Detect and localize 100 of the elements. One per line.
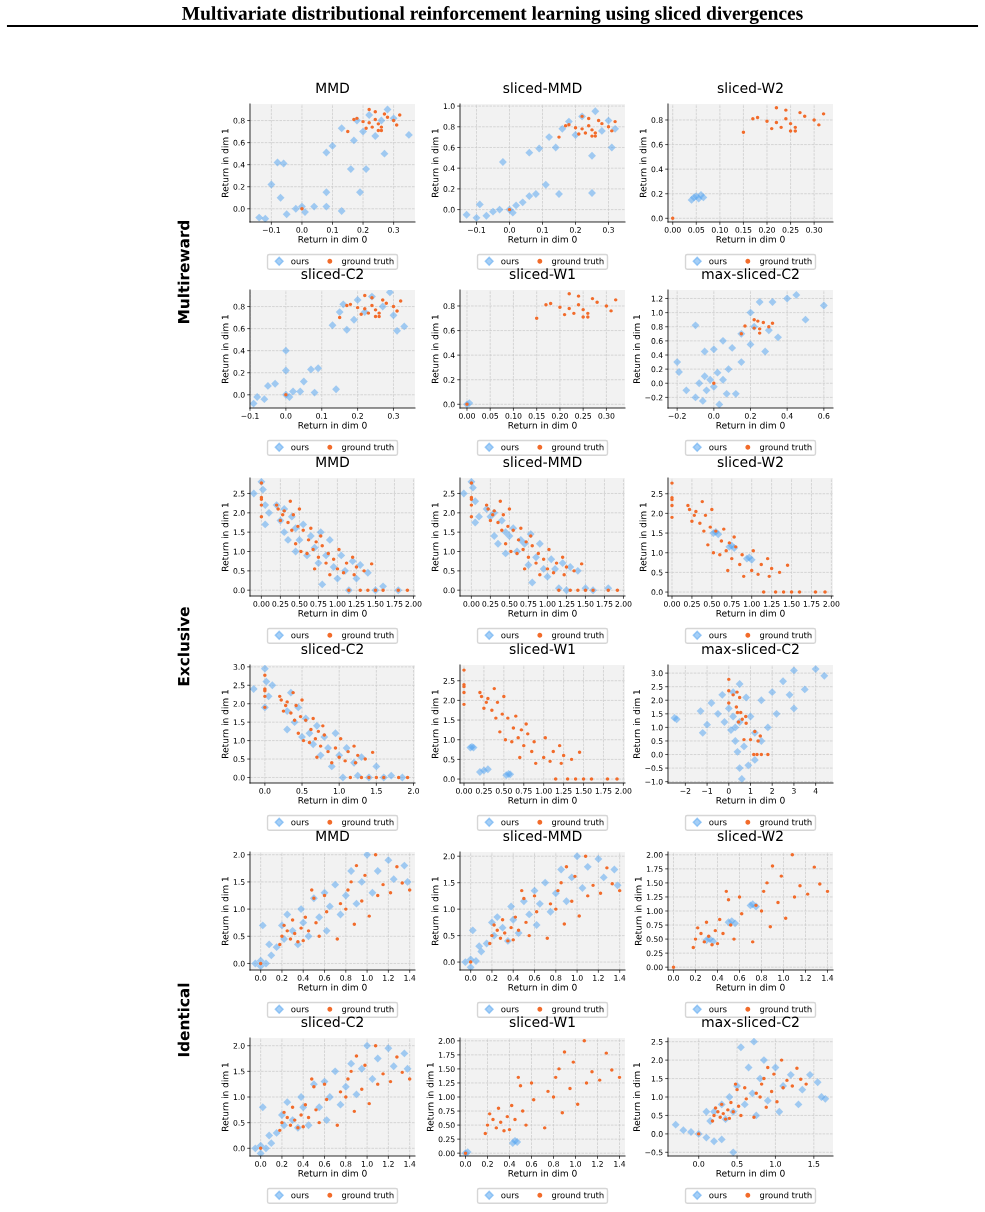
point bbox=[250, 489, 258, 498]
point bbox=[316, 555, 321, 560]
legend-label: ours bbox=[501, 1193, 519, 1199]
point bbox=[783, 294, 792, 303]
point bbox=[581, 315, 585, 319]
y-axis-title: Return in dim 1 bbox=[639, 129, 647, 197]
point bbox=[775, 1107, 784, 1116]
point bbox=[488, 941, 492, 946]
point bbox=[750, 756, 759, 764]
point bbox=[307, 365, 315, 374]
point bbox=[492, 686, 496, 691]
point bbox=[772, 709, 781, 718]
chart-title: max-sliced-C2 bbox=[702, 1016, 799, 1028]
point bbox=[789, 666, 798, 675]
point bbox=[360, 899, 364, 903]
point bbox=[261, 214, 270, 222]
point bbox=[599, 873, 608, 882]
point bbox=[724, 365, 733, 374]
point bbox=[507, 1127, 512, 1132]
y-axis-title: Return in dim 1 bbox=[431, 877, 439, 945]
point bbox=[733, 747, 742, 756]
point bbox=[352, 574, 361, 583]
point bbox=[525, 148, 534, 157]
point bbox=[471, 518, 480, 527]
point bbox=[356, 188, 364, 197]
point bbox=[769, 566, 774, 571]
point bbox=[503, 542, 508, 546]
point bbox=[720, 718, 729, 726]
legend-label: ground truth bbox=[551, 631, 604, 640]
x-axis-title: Return in dim 0 bbox=[508, 983, 577, 991]
point bbox=[610, 865, 619, 874]
point bbox=[370, 296, 374, 300]
point bbox=[727, 1116, 732, 1121]
point bbox=[271, 379, 280, 388]
point bbox=[762, 889, 766, 894]
point bbox=[718, 917, 722, 922]
y-axis-title: Return in dim 1 bbox=[633, 315, 641, 383]
point bbox=[291, 690, 295, 695]
point bbox=[265, 1131, 274, 1140]
point bbox=[363, 1063, 367, 1067]
point bbox=[345, 303, 349, 308]
text: Multireward bbox=[177, 220, 190, 323]
y-axis-title: Return in dim 1 bbox=[221, 129, 229, 197]
point bbox=[528, 578, 537, 587]
point bbox=[794, 1100, 803, 1109]
point bbox=[758, 734, 762, 738]
point bbox=[279, 698, 283, 702]
point bbox=[494, 539, 502, 548]
point bbox=[337, 315, 342, 320]
point bbox=[368, 888, 377, 897]
point bbox=[398, 773, 407, 782]
y-axis-title: Return in dim 1 bbox=[221, 877, 229, 945]
point bbox=[709, 937, 718, 946]
point bbox=[314, 1108, 318, 1112]
point bbox=[331, 1067, 340, 1076]
legend-label: ours bbox=[291, 445, 309, 451]
point bbox=[486, 507, 490, 511]
point bbox=[763, 723, 772, 732]
legend-label: ground truth bbox=[341, 257, 394, 266]
point bbox=[482, 211, 491, 220]
point bbox=[265, 508, 273, 517]
point bbox=[285, 393, 294, 401]
point bbox=[505, 532, 514, 540]
point bbox=[272, 1128, 281, 1137]
point bbox=[724, 889, 728, 894]
point bbox=[326, 551, 331, 556]
legend-label: ours bbox=[709, 445, 727, 451]
point bbox=[258, 961, 263, 966]
legend-label: ground truth bbox=[341, 1191, 394, 1200]
point bbox=[759, 752, 764, 757]
point bbox=[489, 207, 497, 216]
point bbox=[506, 716, 510, 720]
point bbox=[322, 733, 327, 737]
point bbox=[518, 1084, 523, 1088]
chart-title: MMD bbox=[316, 456, 350, 467]
point bbox=[687, 507, 692, 512]
chart-title: MMD bbox=[316, 82, 350, 93]
point bbox=[518, 198, 527, 207]
point bbox=[363, 1041, 372, 1050]
point bbox=[525, 192, 534, 201]
point bbox=[742, 693, 751, 702]
point bbox=[371, 132, 380, 140]
point bbox=[500, 918, 505, 922]
point bbox=[347, 1059, 356, 1068]
point bbox=[403, 877, 412, 886]
point bbox=[671, 965, 676, 969]
chart-title: sliced-MMD bbox=[503, 456, 582, 468]
point bbox=[522, 896, 526, 901]
point bbox=[698, 521, 702, 525]
point bbox=[373, 1043, 378, 1048]
point bbox=[395, 864, 399, 869]
point bbox=[507, 902, 516, 911]
point bbox=[615, 777, 619, 781]
point bbox=[482, 706, 486, 710]
point bbox=[572, 569, 576, 573]
point bbox=[567, 873, 576, 882]
point bbox=[564, 865, 569, 869]
point bbox=[407, 888, 412, 892]
point bbox=[495, 700, 500, 705]
point bbox=[352, 922, 357, 927]
